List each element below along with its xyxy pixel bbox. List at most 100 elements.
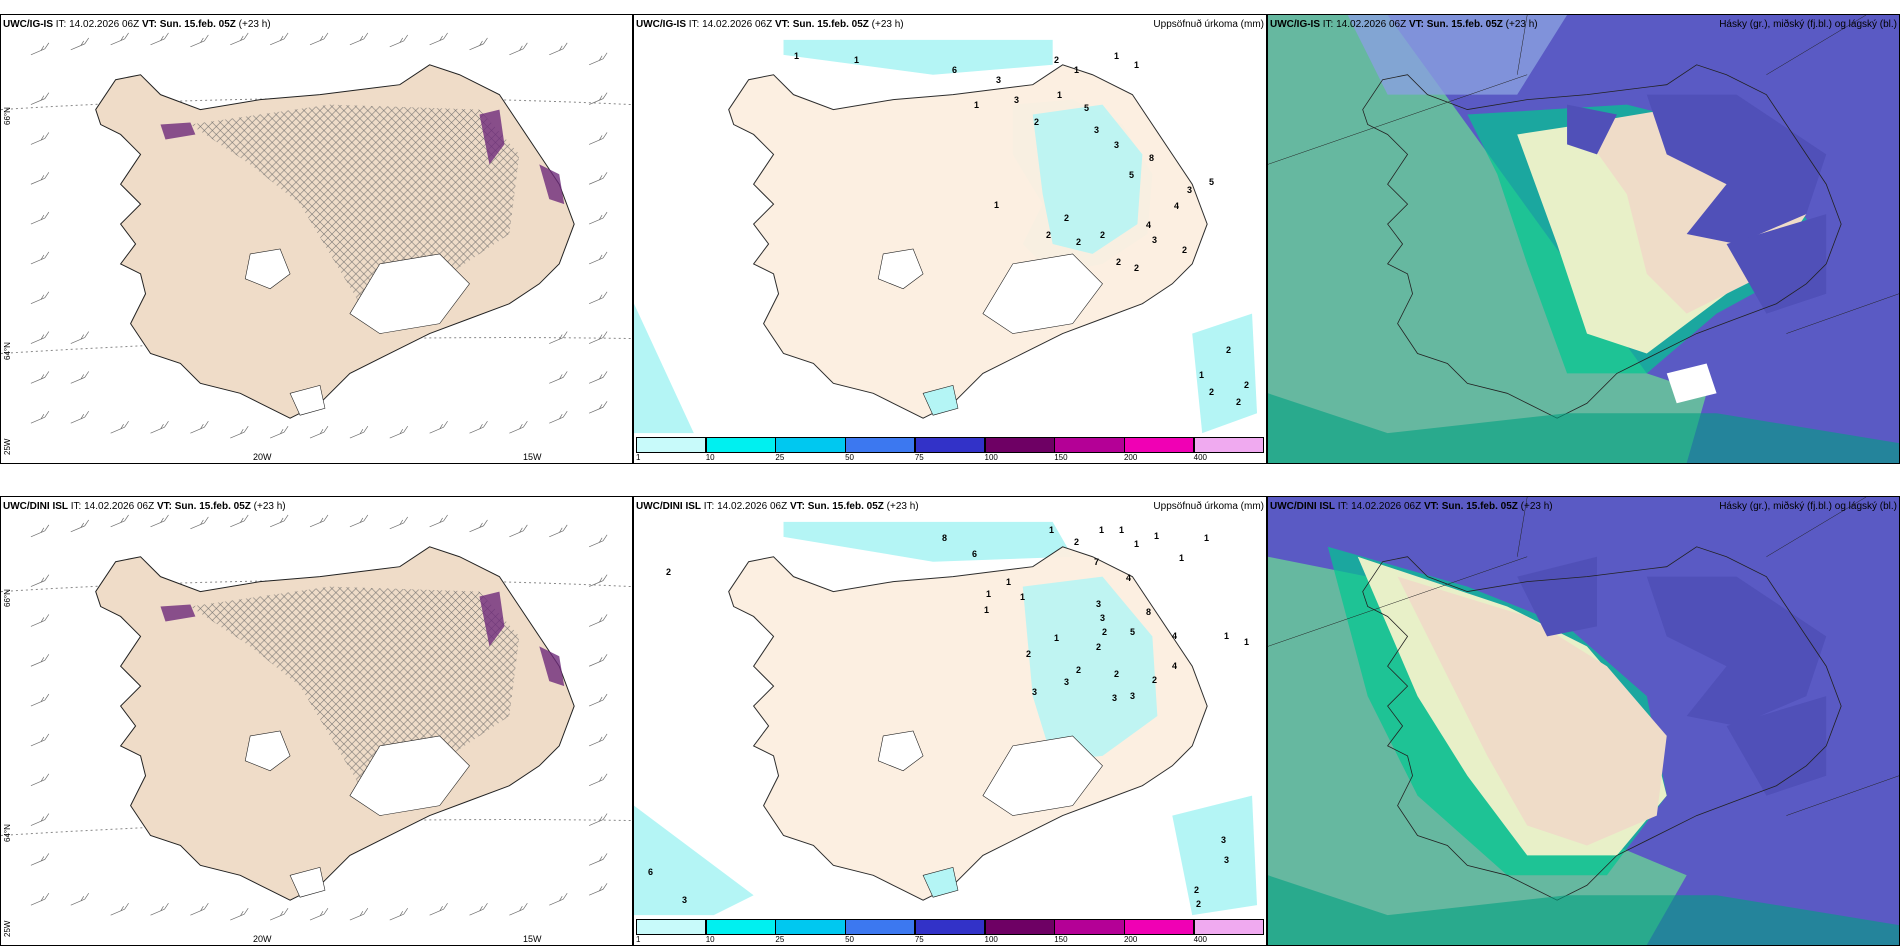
colorbar-tick: 75 — [914, 453, 924, 462]
panel-title: UWC/DINI ISL IT: 14.02.2026 06Z VT: Sun.… — [636, 501, 919, 512]
cloud-title: Hásky (gr.), miðský (fj.bl.) og lágský (… — [1719, 19, 1897, 30]
panel-title: UWC/DINI ISL IT: 14.02.2026 06Z VT: Sun.… — [1270, 501, 1553, 512]
precip-number: 8 — [1146, 607, 1152, 617]
precip-number: 3 — [1096, 599, 1102, 609]
colorbar-swatch — [1193, 919, 1264, 935]
lon-label-15: 15W — [523, 452, 542, 462]
colorbar-swatch — [775, 437, 846, 453]
precip-number: 1 — [994, 200, 1000, 210]
precip-number: 1 — [1074, 65, 1080, 75]
colorbar-swatch — [775, 919, 846, 935]
precip-number: 3 — [996, 75, 1002, 85]
precip-number: 1 — [1049, 525, 1055, 535]
precip-number: 4 — [1172, 631, 1178, 641]
panel-title: UWC/IG-IS IT: 14.02.2026 06Z VT: Sun. 15… — [636, 19, 904, 30]
panel-title: UWC/IG-IS IT: 14.02.2026 06Z VT: Sun. 15… — [3, 19, 271, 30]
precip-number: 2 — [1244, 380, 1250, 390]
colorbar-swatch — [914, 437, 986, 453]
cloud-map-panel-bottom: UWC/DINI ISL IT: 14.02.2026 06Z VT: Sun.… — [1267, 496, 1900, 946]
precip-number: 7 — [1094, 557, 1100, 567]
precip-number: 3 — [1064, 677, 1070, 687]
precip-number: 3 — [1112, 693, 1118, 703]
precip-number: 4 — [1126, 573, 1132, 583]
precip-number: 5 — [1130, 627, 1136, 637]
precip-number: 3 — [1014, 95, 1020, 105]
precip-number: 2 — [1116, 257, 1122, 267]
precip-number: 3 — [1032, 687, 1038, 697]
colorbar-tick: 25 — [775, 935, 785, 944]
cloud-map — [1268, 15, 1899, 463]
precip-number: 6 — [648, 867, 654, 877]
lon-label-15: 15W — [523, 934, 542, 944]
precip-number: 2 — [1076, 665, 1082, 675]
precip-number: 2 — [1064, 213, 1070, 223]
lat-label-64: 64°N — [3, 824, 12, 842]
precip-number: 2 — [1196, 899, 1202, 909]
precip-number: 4 — [1146, 220, 1152, 230]
precip-number: 1 — [984, 605, 990, 615]
precip-number: 1 — [1204, 533, 1210, 543]
cloud-title: Hásky (gr.), miðský (fj.bl.) og lágský (… — [1719, 501, 1897, 512]
precip-title: Uppsöfnuð úrkoma (mm) — [1153, 501, 1264, 512]
precip-number: 1 — [1114, 51, 1120, 61]
colorbar-tick: 100 — [984, 935, 998, 944]
precip-number: 1 — [794, 51, 800, 61]
wind-map-panel-top: UWC/IG-IS IT: 14.02.2026 06Z VT: Sun. 15… — [0, 14, 633, 464]
panel-title: UWC/IG-IS IT: 14.02.2026 06Z VT: Sun. 15… — [1270, 19, 1538, 30]
lon-label-20: 20W — [253, 452, 272, 462]
precip-number: 3 — [682, 895, 688, 905]
precip-number: 1 — [1006, 577, 1012, 587]
precip-number: 2 — [1134, 263, 1140, 273]
lat-label-66: 66°N — [3, 107, 12, 125]
colorbar-swatch — [1193, 437, 1264, 453]
precip-number: 2 — [666, 567, 672, 577]
colorbar-swatch — [914, 919, 986, 935]
precip-number: 3 — [1224, 855, 1230, 865]
colorbar-swatch — [984, 919, 1055, 935]
precip-number: 3 — [1130, 691, 1136, 701]
precip-number: 3 — [1114, 140, 1120, 150]
precip-number: 1 — [1134, 60, 1140, 70]
precip-number: 4 — [1174, 201, 1180, 211]
precip-number: 2 — [1034, 117, 1040, 127]
lat-label-66: 66°N — [3, 589, 12, 607]
precip-number: 2 — [1226, 345, 1232, 355]
colorbar-tick: 150 — [1054, 453, 1068, 462]
precip-number: 1 — [1134, 539, 1140, 549]
precip-number: 3 — [1152, 235, 1158, 245]
precip-number: 5 — [1209, 177, 1215, 187]
precip-number: 4 — [1172, 661, 1178, 671]
cloud-map-panel-top: UWC/IG-IS IT: 14.02.2026 06Z VT: Sun. 15… — [1267, 14, 1900, 464]
colorbar-tick: 10 — [705, 935, 715, 944]
precip-number: 3 — [1187, 185, 1193, 195]
colorbar-tick: 75 — [914, 935, 924, 944]
colorbar-swatch — [705, 919, 777, 935]
colorbar-tick: 50 — [845, 935, 855, 944]
precip-number: 2 — [1102, 627, 1108, 637]
lon-label-20: 20W — [253, 934, 272, 944]
precip-number: 6 — [972, 549, 978, 559]
precip-number: 2 — [1194, 885, 1200, 895]
precip-number: 1 — [1244, 637, 1250, 647]
precip-number: 2 — [1046, 230, 1052, 240]
wind-map — [1, 15, 632, 463]
colorbar-swatch — [984, 437, 1055, 453]
precip-number: 1 — [986, 589, 992, 599]
colorbar-tick: 200 — [1123, 453, 1138, 462]
lon-label-25: 25W — [3, 920, 12, 937]
colorbar-tick: 400 — [1193, 453, 1208, 462]
precip-map — [634, 497, 1266, 945]
precip-number: 1 — [974, 100, 980, 110]
cloud-map — [1268, 497, 1899, 945]
precip-colorbar: 1 10 25 50 75 100 150 200 400 — [636, 437, 1264, 462]
precip-number: 1 — [1099, 525, 1105, 535]
precip-number: 2 — [1100, 230, 1106, 240]
precip-number: 6 — [952, 65, 958, 75]
colorbar-tick: 400 — [1193, 935, 1208, 944]
precip-number: 2 — [1054, 55, 1060, 65]
precip-map — [634, 15, 1266, 463]
colorbar-tick: 25 — [775, 453, 785, 462]
colorbar-swatch — [1054, 437, 1125, 453]
precip-number: 2 — [1076, 237, 1082, 247]
colorbar-tick: 200 — [1123, 935, 1138, 944]
